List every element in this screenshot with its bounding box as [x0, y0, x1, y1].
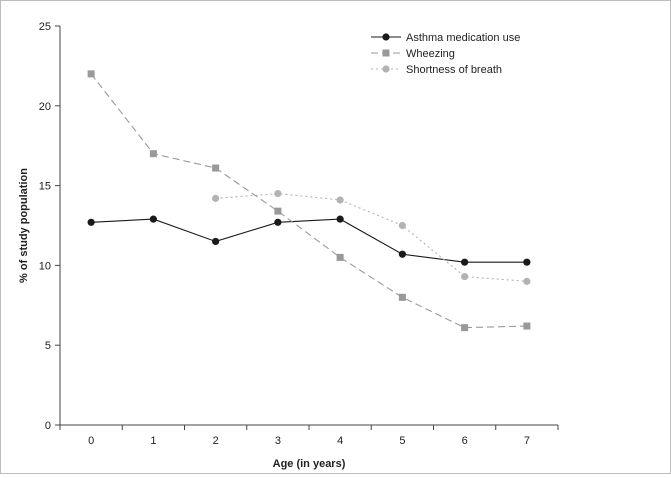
- y-tick-label: 20: [39, 101, 51, 113]
- legend-marker: [382, 65, 390, 73]
- legend-marker: [382, 49, 390, 57]
- data-point: [523, 277, 531, 285]
- x-axis-title: Age (in years): [273, 458, 346, 470]
- axes: 0 5 10 15 20 25 0 1 2 3 4 5 6 7: [39, 21, 559, 447]
- x-tick-label: 5: [399, 435, 405, 447]
- y-axis-title: % of study population: [18, 168, 30, 283]
- y-tick-label: 25: [39, 21, 51, 33]
- series-layer: [87, 70, 531, 332]
- x-tick-label: 4: [337, 435, 343, 447]
- legend-label: Wheezing: [406, 48, 455, 60]
- data-point: [523, 322, 531, 330]
- x-tick-label: 3: [275, 435, 281, 447]
- data-point: [87, 218, 95, 226]
- series-line: [91, 218, 527, 263]
- data-point: [336, 196, 344, 204]
- data-point: [274, 218, 282, 226]
- data-point: [212, 164, 220, 172]
- series-1: [87, 70, 531, 332]
- data-point: [212, 194, 220, 202]
- series-line: [90, 73, 527, 329]
- legend-label: Asthma medication use: [406, 32, 520, 44]
- data-point: [274, 189, 282, 198]
- data-point: [149, 215, 157, 223]
- series-0: [87, 215, 531, 266]
- data-point: [461, 258, 469, 266]
- x-tick-label: 1: [150, 435, 156, 447]
- data-point: [336, 253, 344, 261]
- data-point: [398, 293, 406, 301]
- data-point: [398, 221, 406, 230]
- series-line: [215, 193, 527, 282]
- data-point: [149, 150, 157, 158]
- series-2: [212, 189, 531, 285]
- data-point: [523, 258, 531, 266]
- y-tick-label: 5: [45, 340, 51, 352]
- data-point: [336, 215, 344, 223]
- data-point: [398, 250, 406, 258]
- x-tick-label: 6: [462, 435, 468, 447]
- data-point: [461, 324, 469, 332]
- y-tick-label: 15: [39, 181, 51, 193]
- x-tick-label: 7: [524, 435, 530, 447]
- data-point: [87, 70, 95, 78]
- data-point: [274, 207, 282, 215]
- data-point: [461, 272, 469, 281]
- legend-marker: [382, 33, 390, 41]
- legend-label: Shortness of breath: [406, 64, 502, 76]
- x-tick-label: 2: [213, 435, 219, 447]
- data-point: [212, 237, 220, 246]
- y-tick-label: 0: [45, 420, 51, 432]
- y-tick-label: 10: [39, 260, 51, 272]
- legend: Asthma medication use Wheezing Shortness o…: [371, 32, 520, 76]
- x-tick-label: 0: [88, 435, 94, 447]
